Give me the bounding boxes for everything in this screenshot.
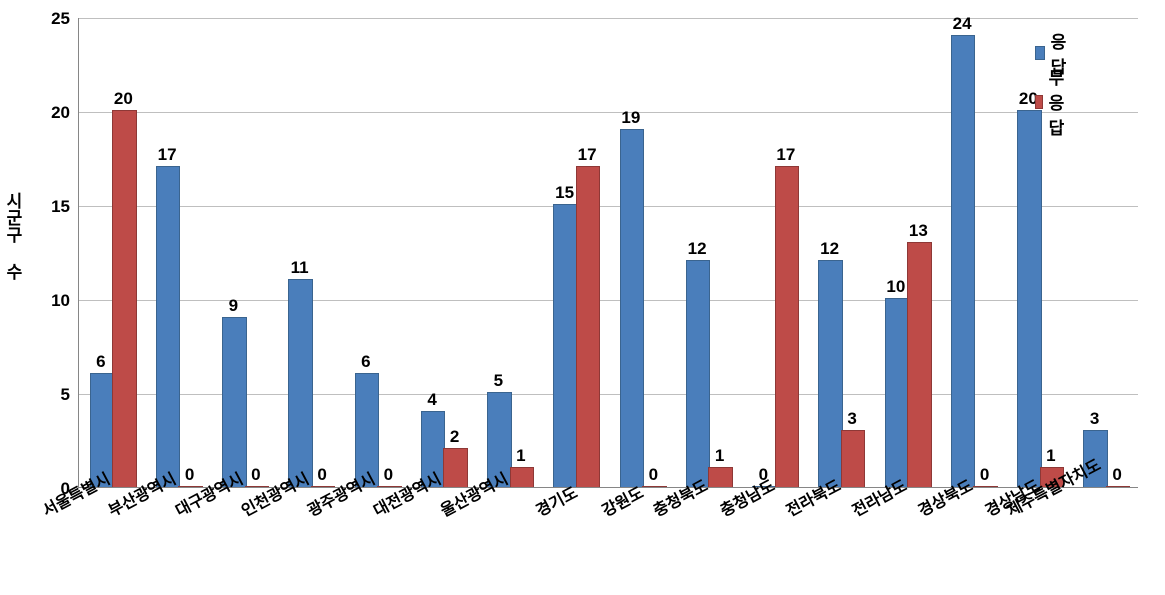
bar-value-label: 2 [440, 427, 470, 447]
bar-value-label: 1 [1036, 446, 1066, 466]
bar-no-response [973, 486, 998, 487]
bar-responded [1017, 110, 1042, 487]
legend-item: 무응답 [1035, 64, 1071, 139]
bar-value-label: 1 [705, 446, 735, 466]
bar-value-label: 6 [351, 352, 381, 372]
bar-value-label: 3 [837, 409, 867, 429]
bar-value-label: 12 [682, 239, 712, 259]
bar-responded [553, 204, 578, 487]
category-group: 11 0 [278, 18, 344, 487]
legend-label: 무응답 [1049, 64, 1071, 139]
bar-value-label: 11 [285, 258, 315, 278]
bar-value-label: 13 [903, 221, 933, 241]
bar-value-label: 0 [307, 465, 337, 485]
bar-value-label: 9 [218, 296, 248, 316]
y-axis-title: 시군구 수 [6, 193, 23, 281]
bar-no-response [112, 110, 137, 487]
bar-no-response [510, 467, 535, 487]
bar-value-label: 12 [815, 239, 845, 259]
category-group: 12 3 [808, 18, 874, 487]
bar-responded [156, 166, 181, 487]
y-tick-label: 20 [30, 103, 70, 123]
bar-responded [951, 35, 976, 487]
chart-container: 6201709011060425115171901210171231013240… [0, 0, 1165, 595]
category-group: 1013 [874, 18, 940, 487]
y-tick-label: 10 [30, 291, 70, 311]
bar-responded [885, 298, 910, 487]
category-group: 017 [742, 18, 808, 487]
bar-value-label: 17 [771, 145, 801, 165]
bar-value-label: 17 [572, 145, 602, 165]
bar-value-label: 5 [483, 371, 513, 391]
bar-value-label: 0 [241, 465, 271, 485]
y-tick-label: 25 [30, 9, 70, 29]
bar-no-response [576, 166, 601, 487]
bar-value-label: 17 [152, 145, 182, 165]
bar-no-response [443, 448, 468, 487]
bar-value-label: 0 [373, 465, 403, 485]
category-group: 1517 [543, 18, 609, 487]
bar-value-label: 1 [506, 446, 536, 466]
bar-value-label: 0 [638, 465, 668, 485]
bar-no-response [1106, 486, 1131, 487]
category-group: 42 [410, 18, 476, 487]
bar-no-response [907, 242, 932, 487]
plot-area: 6201709011060425115171901210171231013240… [78, 18, 1138, 488]
bar-no-response [642, 486, 667, 487]
bar-value-label: 0 [1102, 465, 1132, 485]
category-group: 17 0 [145, 18, 211, 487]
bar-no-response [708, 467, 733, 487]
category-group: 19 0 [609, 18, 675, 487]
bar-value-label: 20 [108, 89, 138, 109]
legend-swatch [1035, 95, 1043, 109]
category-group: 12 1 [675, 18, 741, 487]
category-group: 620 [79, 18, 145, 487]
bar-no-response [775, 166, 800, 487]
category-group: 240 [940, 18, 1006, 487]
bar-value-label: 4 [417, 390, 447, 410]
bar-responded [288, 279, 313, 487]
category-group: 60 [344, 18, 410, 487]
bar-value-label: 3 [1080, 409, 1110, 429]
category-group: 30 [1073, 18, 1139, 487]
bar-value-label: 0 [175, 465, 205, 485]
bar-value-label: 19 [616, 108, 646, 128]
y-tick-label: 5 [30, 385, 70, 405]
bar-value-label: 0 [970, 465, 1000, 485]
category-group: 90 [212, 18, 278, 487]
bar-responded [818, 260, 843, 487]
bar-responded [222, 317, 247, 487]
category-group: 51 [477, 18, 543, 487]
legend-swatch [1035, 46, 1045, 60]
bar-value-label: 24 [947, 14, 977, 34]
bar-no-response [841, 430, 866, 487]
x-tick-label: 서울특별시 [38, 465, 114, 521]
bar-responded [620, 129, 645, 487]
y-tick-label: 15 [30, 197, 70, 217]
